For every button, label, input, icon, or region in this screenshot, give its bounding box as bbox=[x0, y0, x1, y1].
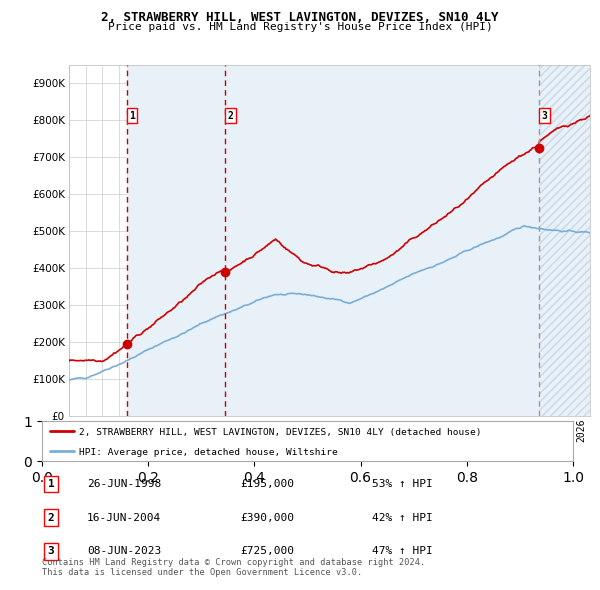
Text: £725,000: £725,000 bbox=[240, 546, 294, 556]
Text: 26-JUN-1998: 26-JUN-1998 bbox=[87, 479, 161, 489]
Text: 53% ↑ HPI: 53% ↑ HPI bbox=[372, 479, 433, 489]
Bar bbox=[539, 65, 590, 416]
Text: 16-JUN-2004: 16-JUN-2004 bbox=[87, 513, 161, 523]
Bar bbox=[539, 65, 590, 416]
Bar bbox=[127, 65, 225, 416]
Text: 2: 2 bbox=[47, 513, 55, 523]
Text: 47% ↑ HPI: 47% ↑ HPI bbox=[372, 546, 433, 556]
Text: 42% ↑ HPI: 42% ↑ HPI bbox=[372, 513, 433, 523]
Text: 3: 3 bbox=[47, 546, 55, 556]
Text: 2, STRAWBERRY HILL, WEST LAVINGTON, DEVIZES, SN10 4LY: 2, STRAWBERRY HILL, WEST LAVINGTON, DEVI… bbox=[101, 11, 499, 24]
Text: 2: 2 bbox=[228, 111, 233, 121]
Text: 3: 3 bbox=[542, 111, 548, 121]
Text: HPI: Average price, detached house, Wiltshire: HPI: Average price, detached house, Wilt… bbox=[79, 448, 338, 457]
Text: Price paid vs. HM Land Registry's House Price Index (HPI): Price paid vs. HM Land Registry's House … bbox=[107, 22, 493, 32]
Text: 1: 1 bbox=[47, 479, 55, 489]
Text: 2, STRAWBERRY HILL, WEST LAVINGTON, DEVIZES, SN10 4LY (detached house): 2, STRAWBERRY HILL, WEST LAVINGTON, DEVI… bbox=[79, 428, 482, 437]
Text: 08-JUN-2023: 08-JUN-2023 bbox=[87, 546, 161, 556]
Text: £195,000: £195,000 bbox=[240, 479, 294, 489]
Text: £390,000: £390,000 bbox=[240, 513, 294, 523]
Bar bbox=[225, 65, 539, 416]
Text: Contains HM Land Registry data © Crown copyright and database right 2024.
This d: Contains HM Land Registry data © Crown c… bbox=[42, 558, 425, 577]
Text: 1: 1 bbox=[129, 111, 135, 121]
